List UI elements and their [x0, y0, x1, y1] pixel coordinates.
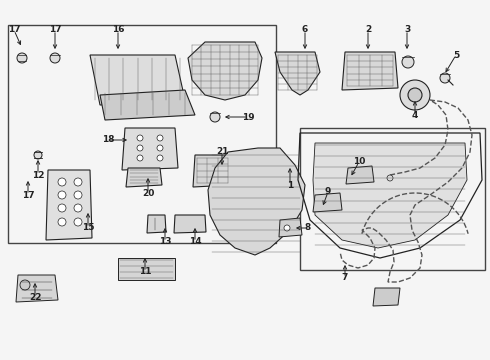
Circle shape	[50, 53, 60, 63]
Polygon shape	[373, 288, 400, 306]
Text: 17: 17	[8, 26, 20, 35]
Text: 22: 22	[29, 293, 41, 302]
Circle shape	[440, 73, 450, 83]
Polygon shape	[100, 90, 195, 120]
Polygon shape	[313, 143, 467, 248]
Circle shape	[387, 175, 393, 181]
Text: 17: 17	[49, 26, 61, 35]
Circle shape	[210, 112, 220, 122]
Circle shape	[402, 56, 414, 68]
Circle shape	[58, 191, 66, 199]
Polygon shape	[342, 52, 398, 90]
Circle shape	[58, 218, 66, 226]
Polygon shape	[147, 215, 166, 233]
Circle shape	[74, 204, 82, 212]
Polygon shape	[188, 42, 262, 100]
Circle shape	[137, 155, 143, 161]
Circle shape	[74, 178, 82, 186]
Polygon shape	[118, 258, 175, 280]
Text: 17: 17	[22, 190, 34, 199]
Circle shape	[74, 191, 82, 199]
Text: 18: 18	[102, 135, 114, 144]
Text: 19: 19	[242, 112, 254, 122]
Polygon shape	[46, 170, 92, 240]
Text: 2: 2	[365, 26, 371, 35]
Polygon shape	[126, 168, 162, 187]
Polygon shape	[208, 148, 305, 255]
Circle shape	[34, 151, 42, 159]
Circle shape	[74, 218, 82, 226]
Circle shape	[157, 135, 163, 141]
Text: 20: 20	[142, 189, 154, 198]
Circle shape	[58, 178, 66, 186]
Text: 15: 15	[82, 224, 94, 233]
Text: 10: 10	[353, 158, 365, 166]
Text: 13: 13	[159, 238, 171, 247]
Polygon shape	[174, 215, 206, 233]
Text: 8: 8	[305, 224, 311, 233]
Text: 5: 5	[453, 50, 459, 59]
Polygon shape	[90, 55, 185, 105]
Polygon shape	[122, 128, 178, 170]
Polygon shape	[279, 218, 302, 237]
Polygon shape	[193, 155, 232, 187]
Circle shape	[58, 204, 66, 212]
Polygon shape	[346, 166, 374, 184]
Circle shape	[400, 80, 430, 110]
Circle shape	[137, 145, 143, 151]
Circle shape	[408, 88, 422, 102]
Text: 21: 21	[216, 148, 228, 157]
Text: 4: 4	[412, 111, 418, 120]
Polygon shape	[16, 275, 58, 302]
Text: 14: 14	[189, 238, 201, 247]
Polygon shape	[313, 193, 342, 212]
Circle shape	[157, 145, 163, 151]
Polygon shape	[275, 52, 320, 95]
Bar	[300, 128, 485, 270]
Text: 7: 7	[342, 274, 348, 283]
Text: 9: 9	[325, 188, 331, 197]
Bar	[8, 25, 276, 243]
Circle shape	[284, 225, 290, 231]
Text: 12: 12	[32, 171, 44, 180]
Circle shape	[17, 53, 27, 63]
Circle shape	[137, 135, 143, 141]
Text: 1: 1	[287, 180, 293, 189]
Text: 16: 16	[112, 26, 124, 35]
Circle shape	[157, 155, 163, 161]
Text: 6: 6	[302, 26, 308, 35]
Circle shape	[20, 280, 30, 290]
Text: 11: 11	[139, 267, 151, 276]
Text: 3: 3	[404, 26, 410, 35]
